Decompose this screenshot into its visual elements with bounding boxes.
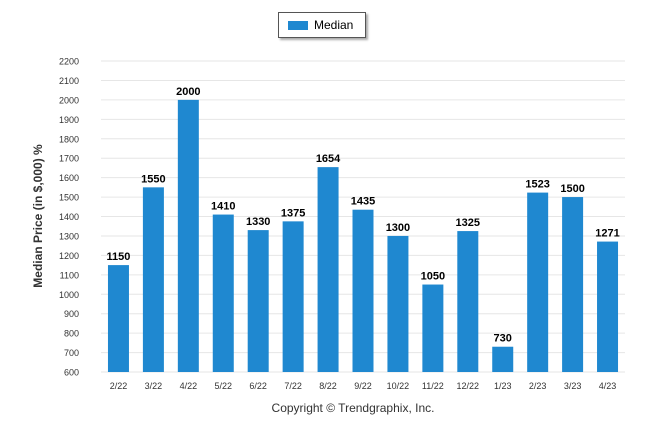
bar: [492, 346, 514, 372]
data-label: 1150: [107, 251, 131, 263]
y-tick-label: 1200: [59, 251, 79, 261]
data-label: 1271: [595, 228, 619, 240]
bar: [597, 241, 619, 372]
data-label: 1330: [246, 216, 270, 228]
data-label: 1050: [421, 271, 445, 283]
x-tick-label: 6/22: [249, 381, 267, 391]
x-tick-label: 1/23: [494, 381, 512, 391]
legend: Median: [278, 12, 366, 38]
y-tick-label: 900: [64, 309, 79, 319]
copyright-footer: Copyright © Trendgraphix, Inc.: [271, 401, 435, 415]
data-label: 1410: [211, 201, 235, 213]
data-label: 1375: [281, 207, 305, 219]
y-tick-label: 1100: [60, 270, 79, 280]
y-tick-labels: 600 700 800 900 1000 1100 1200 1300 1400 1500 1600…: [59, 57, 79, 378]
x-tick-label: 3/23: [564, 381, 582, 391]
y-tick-label: 1700: [59, 154, 79, 164]
bar: [352, 209, 374, 372]
data-label: 1300: [386, 222, 410, 234]
x-tick-label: 12/22: [457, 381, 480, 391]
y-tick-label: 1900: [59, 115, 79, 125]
y-tick-label: 1300: [59, 231, 79, 241]
bar: [177, 99, 199, 372]
x-tick-label: 11/22: [422, 381, 444, 391]
y-tick-label: 700: [64, 348, 79, 358]
bar: [282, 221, 304, 372]
y-tick-label: 800: [64, 329, 79, 339]
bar: [212, 214, 234, 372]
data-label: 1325: [456, 217, 480, 229]
data-label: 1500: [560, 183, 584, 195]
x-tick-label: 4/23: [599, 381, 617, 391]
data-labels: 1150 1550 2000 1410 1330 1375 1654 1435 1300 1050…: [107, 86, 620, 345]
x-tick-label: 2/22: [110, 381, 128, 391]
x-tick-label: 9/22: [354, 381, 372, 391]
legend-label: Median: [314, 18, 354, 32]
bar: [457, 231, 479, 372]
y-tick-label: 1800: [59, 134, 79, 144]
bar: [247, 230, 269, 372]
y-tick-label: 2200: [59, 57, 79, 67]
x-tick-label: 3/22: [145, 381, 163, 391]
y-tick-label: 600: [64, 368, 79, 378]
data-label: 1550: [141, 173, 165, 185]
data-label: 2000: [176, 86, 200, 98]
bar: [387, 235, 409, 372]
y-tick-label: 1500: [59, 193, 79, 203]
legend-swatch: [288, 21, 308, 30]
bars: [107, 99, 619, 372]
y-tick-label: 2000: [59, 95, 79, 105]
x-tick-label: 2/23: [529, 381, 547, 391]
bar: [527, 192, 549, 372]
x-tick-label: 7/22: [284, 381, 302, 391]
data-label: 1523: [525, 179, 549, 191]
bar: [142, 187, 164, 372]
y-tick-label: 1600: [59, 173, 79, 183]
data-label: 730: [494, 333, 512, 345]
bar: [562, 197, 584, 372]
bar: [422, 284, 444, 372]
x-tick-labels: 2/22 3/22 4/22 5/22 6/22 7/22 8/22 9/22 10/22 11/…: [110, 381, 617, 391]
x-tick-label: 10/22: [387, 381, 410, 391]
x-tick-label: 8/22: [319, 381, 337, 391]
data-label: 1435: [351, 196, 375, 208]
x-tick-label: 5/22: [215, 381, 233, 391]
data-label: 1654: [316, 153, 341, 165]
bar: [107, 265, 129, 372]
y-tick-label: 2100: [59, 76, 79, 86]
x-tick-label: 4/22: [180, 381, 198, 391]
bar: [317, 167, 339, 372]
y-tick-label: 1000: [59, 290, 79, 300]
y-tick-label: 1400: [59, 212, 79, 222]
